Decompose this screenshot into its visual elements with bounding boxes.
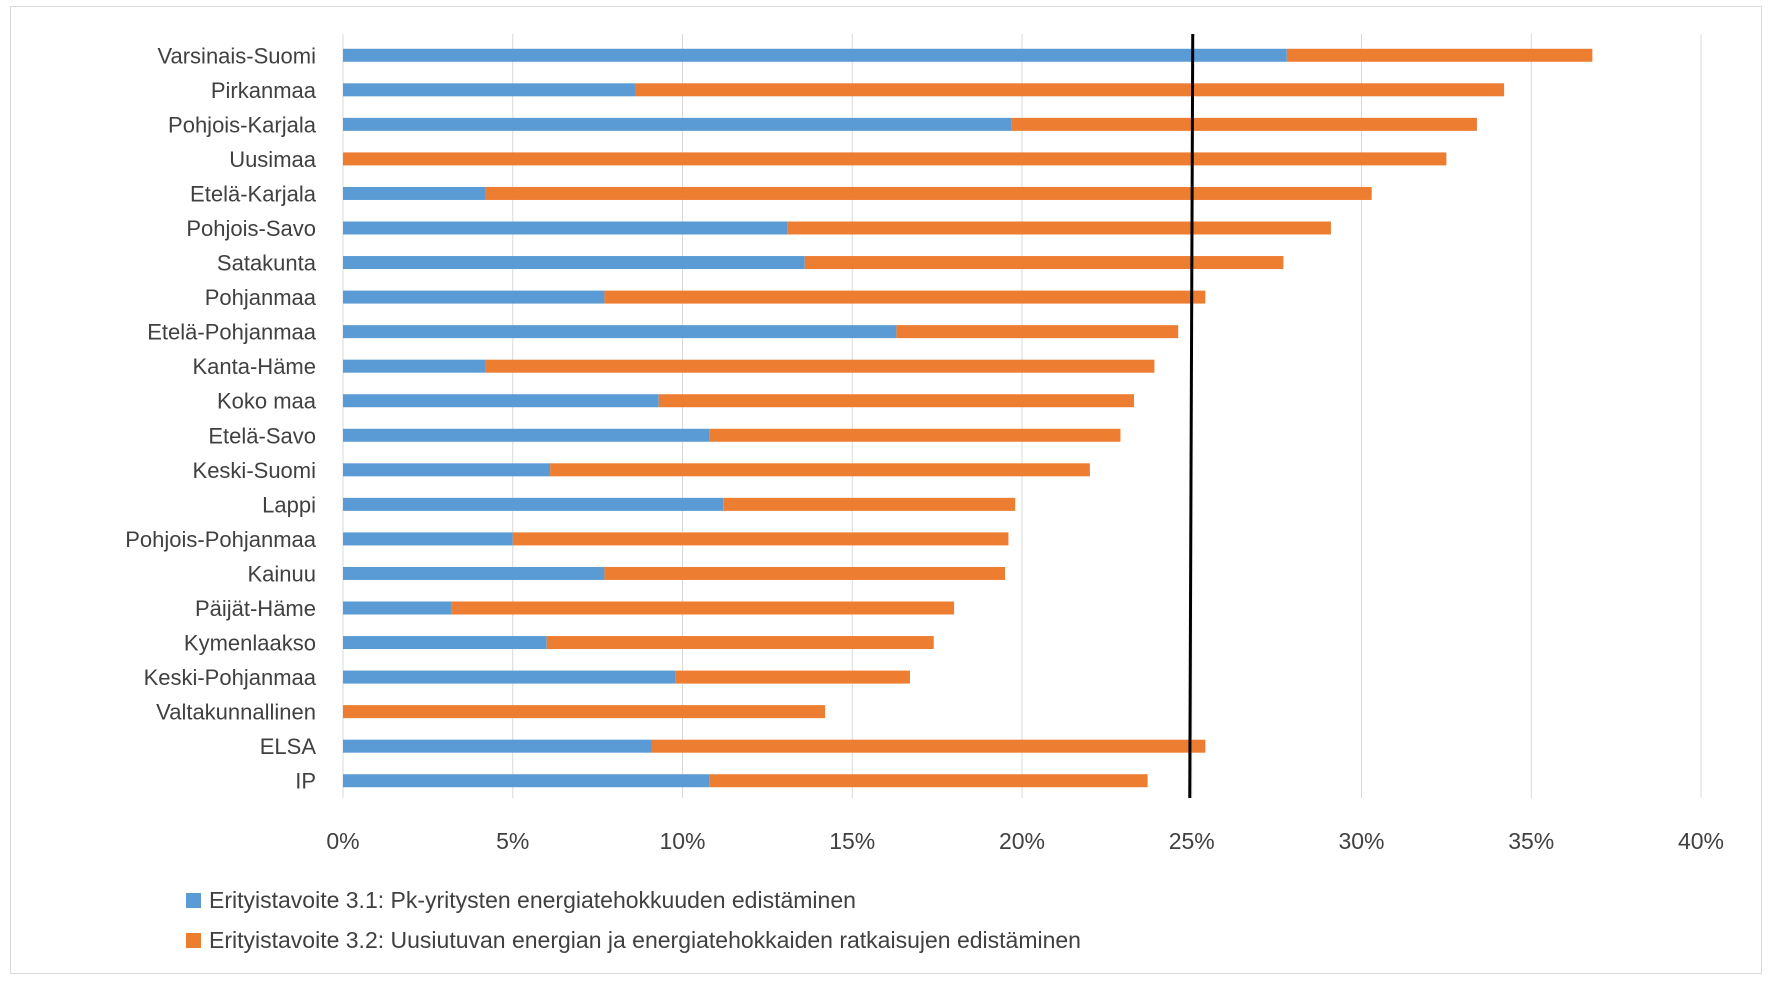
chart-frame [10, 6, 1762, 974]
bar-series-2 [804, 256, 1284, 270]
bar-series-2 [896, 325, 1179, 339]
bar-series-2 [1286, 48, 1593, 62]
category-label: Lappi [262, 492, 316, 517]
category-label: Kymenlaakso [184, 631, 316, 656]
bar-series-1 [343, 774, 710, 788]
bar-series-2 [634, 83, 1505, 97]
category-label: Kanta-Häme [192, 354, 316, 379]
category-label: Pohjois-Karjala [168, 112, 317, 137]
bar-series-2 [604, 566, 1006, 580]
bar-series-1 [343, 186, 486, 200]
bar-series-1 [343, 394, 659, 408]
x-tick-label: 40% [1678, 828, 1724, 854]
x-tick-label: 10% [659, 828, 705, 854]
bar-series-1 [343, 739, 652, 753]
category-label: Satakunta [217, 251, 317, 276]
bar-series-1 [343, 256, 805, 270]
bar-series-2 [709, 428, 1121, 442]
bar-series-1 [343, 497, 724, 511]
x-tick-label: 0% [326, 828, 359, 854]
category-label: Kainuu [247, 561, 316, 586]
bar-series-1 [343, 221, 788, 235]
reference-line [1188, 33, 1195, 799]
bar-series-2 [658, 394, 1135, 408]
bar-series-2 [485, 359, 1155, 373]
bar-series-2 [485, 186, 1372, 200]
bar-series-1 [343, 325, 897, 339]
legend-item-series-2: Erityistavoite 3.2: Uusiutuvan energian … [186, 920, 1081, 960]
bar-series-2 [343, 705, 826, 719]
legend-swatch-series-1 [186, 892, 201, 908]
category-label: Uusimaa [229, 147, 317, 172]
category-label: Pohjois-Pohjanmaa [125, 527, 317, 552]
x-tick-label: 20% [999, 828, 1045, 854]
category-label: Etelä-Pohjanmaa [147, 320, 317, 345]
category-label: ELSA [260, 734, 317, 759]
legend-item-series-1: Erityistavoite 3.1: Pk-yritysten energia… [186, 880, 1081, 920]
legend-label-series-2: Erityistavoite 3.2: Uusiutuvan energian … [209, 926, 1081, 953]
bar-series-1 [343, 670, 676, 684]
x-tick-label: 30% [1338, 828, 1384, 854]
bar-series-2 [651, 739, 1206, 753]
bar-series-1 [343, 117, 1012, 131]
bar-series-2 [343, 152, 1447, 166]
category-label: IP [295, 769, 316, 794]
x-tick-label: 35% [1508, 828, 1554, 854]
bar-series-1 [343, 636, 547, 650]
bar-series-2 [723, 497, 1016, 511]
category-label: Keski-Suomi [193, 458, 316, 483]
bar-series-2 [550, 463, 1090, 477]
bar-series-1 [343, 359, 486, 373]
bar-series-2 [1011, 117, 1477, 131]
bar-series-1 [343, 83, 635, 97]
bar-series-2 [604, 290, 1206, 304]
bar-series-1 [343, 566, 605, 580]
x-tick-label: 15% [829, 828, 875, 854]
bar-series-2 [451, 601, 955, 615]
category-label: Pohjanmaa [205, 285, 317, 310]
category-label: Koko maa [217, 389, 317, 414]
category-label: Varsinais-Suomi [157, 43, 316, 68]
x-tick-label: 25% [1169, 828, 1215, 854]
legend: Erityistavoite 3.1: Pk-yritysten energia… [186, 880, 1081, 960]
legend-swatch-series-2 [186, 932, 201, 948]
bar-series-1 [343, 532, 513, 546]
category-label: Pirkanmaa [211, 78, 317, 103]
bar-series-1 [343, 48, 1287, 62]
legend-label-series-1: Erityistavoite 3.1: Pk-yritysten energia… [209, 886, 856, 913]
bar-series-2 [675, 670, 910, 684]
category-label: Keski-Pohjanmaa [144, 665, 317, 690]
category-label: Pohjois-Savo [186, 216, 316, 241]
bar-series-2 [512, 532, 1009, 546]
bar-series-1 [343, 463, 551, 477]
bar-series-1 [343, 290, 605, 304]
bar-series-2 [709, 774, 1148, 788]
category-label: Etelä-Savo [208, 423, 316, 448]
category-label: Valtakunnallinen [156, 700, 316, 725]
bar-series-2 [787, 221, 1331, 235]
bar-series-1 [343, 601, 452, 615]
bar-series-1 [343, 428, 710, 442]
x-tick-label: 5% [496, 828, 529, 854]
category-label: Päijät-Häme [195, 596, 316, 621]
bar-series-2 [546, 636, 934, 650]
category-label: Etelä-Karjala [190, 181, 317, 206]
